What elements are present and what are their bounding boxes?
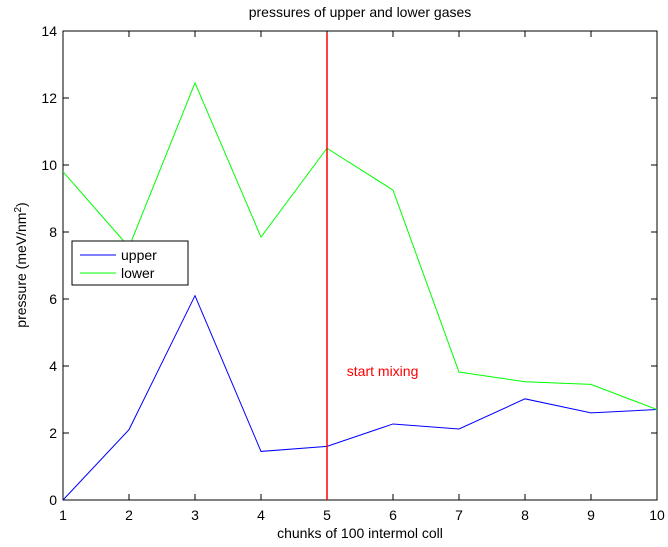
y-axis-title-close: )	[13, 202, 29, 207]
x-tick-label: 4	[257, 507, 265, 523]
x-tick-label: 1	[59, 507, 67, 523]
x-tick-label: 10	[649, 507, 665, 523]
legend-box	[71, 240, 189, 286]
legend: upper lower	[71, 240, 189, 286]
x-tick-label: 2	[125, 507, 133, 523]
x-tick-label: 5	[323, 507, 331, 523]
x-tick-label: 7	[455, 507, 463, 523]
y-tick-label: 8	[49, 224, 57, 240]
x-tick-label: 9	[587, 507, 595, 523]
series-line-lower	[62, 81, 658, 411]
y-axis-title-superscript: 2	[13, 207, 24, 213]
x-axis-title: chunks of 100 intermol coll	[277, 525, 443, 541]
series-line-upper	[62, 294, 658, 501]
chart-title: pressures of upper and lower gases	[249, 4, 472, 20]
y-tick-label: 6	[49, 291, 57, 307]
legend-label-lower: lower	[121, 265, 155, 281]
legend-label-upper: upper	[121, 247, 157, 263]
series-lines	[62, 81, 658, 501]
y-tick-label: 12	[41, 90, 57, 106]
x-tick-label: 3	[191, 507, 199, 523]
x-tick-label: 6	[389, 507, 397, 523]
y-axis-title: pressure (meV/nm2)	[13, 202, 30, 327]
y-axis: 0 2 4 6 8 10 12 14	[41, 23, 657, 508]
start-mixing-annotation: start mixing	[347, 363, 419, 379]
y-tick-label: 2	[49, 425, 57, 441]
y-tick-label: 14	[41, 23, 57, 39]
x-tick-label: 8	[521, 507, 529, 523]
y-tick-label: 10	[41, 157, 57, 173]
y-tick-label: 0	[49, 492, 57, 508]
y-axis-title-main: pressure (meV/nm	[13, 213, 29, 328]
y-tick-label: 4	[49, 358, 57, 374]
